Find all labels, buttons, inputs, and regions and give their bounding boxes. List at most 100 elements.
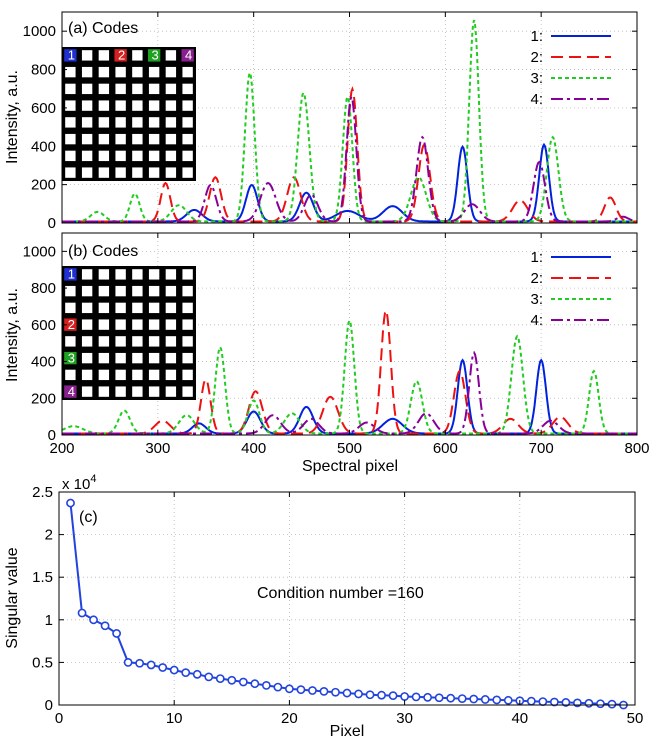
code-square (148, 386, 160, 397)
singular-value-point (503, 695, 513, 705)
code-square (165, 66, 177, 78)
code-square (165, 150, 177, 162)
code-square (115, 150, 126, 162)
singular-value-point (469, 694, 479, 704)
panel-c-title: (c) (79, 509, 98, 526)
y-tick-label: 600 (31, 100, 56, 117)
code-marker-label: 2 (68, 317, 75, 332)
singular-value-point (261, 681, 271, 690)
singular-value-point (77, 608, 87, 618)
code-square (148, 66, 160, 78)
code-square (81, 302, 93, 314)
code-square (65, 336, 76, 347)
legend-label-1: 1: (530, 249, 543, 266)
y-tick-label: 0 (45, 697, 53, 714)
panel-b-xlabel: Spectral pixel (302, 458, 398, 475)
code-square (132, 167, 143, 178)
code-marker-label: 3 (152, 48, 159, 63)
y-tick-label: 400 (31, 354, 56, 371)
singular-value-point (549, 697, 559, 707)
singular-value-point (192, 669, 202, 679)
singular-value-point (342, 688, 352, 698)
singular-value-point (480, 695, 490, 704)
legend-label-4: 4: (530, 312, 543, 329)
code-square (148, 117, 160, 128)
singular-value-point (423, 692, 433, 702)
code-square (81, 66, 93, 78)
singular-value-point (123, 658, 133, 667)
code-square (115, 269, 126, 280)
code-square (115, 386, 126, 397)
code-square (81, 83, 93, 95)
singular-value-point (377, 690, 386, 700)
legend-label-3: 3: (530, 291, 543, 308)
code-square (165, 369, 177, 381)
code-square (65, 302, 76, 314)
code-square (98, 352, 110, 364)
code-marker-2 (64, 318, 77, 331)
singular-value-point (526, 696, 536, 706)
singular-value-point (238, 677, 248, 687)
panel-b-title: (b) Codes (68, 243, 138, 260)
code-square (81, 100, 93, 111)
code-marker-2 (114, 49, 127, 62)
code-marker-label: 1 (68, 48, 75, 63)
singular-value-point (146, 660, 156, 670)
code-square (182, 83, 193, 95)
singular-value-point (446, 693, 456, 703)
y-tick-label: 200 (31, 390, 56, 407)
code-square (182, 369, 193, 381)
y-tick-label: 1000 (23, 23, 56, 40)
code-square (165, 117, 177, 128)
singular-value-point (457, 694, 467, 704)
y-tick-label: 2 (45, 527, 53, 544)
code-square (165, 83, 177, 95)
singular-value-point (538, 697, 548, 706)
y-tick-label: 800 (31, 62, 56, 79)
singular-value-point (204, 672, 214, 682)
code-square (132, 369, 143, 381)
y-tick-label: 1000 (23, 243, 56, 260)
code-square (65, 117, 76, 128)
singular-value-point (388, 691, 398, 701)
code-square (132, 336, 143, 347)
code-square (115, 66, 126, 78)
code-square (98, 285, 110, 297)
y-tick-label: 2.5 (32, 484, 53, 501)
panel-c-ylabel: Singular value (4, 547, 21, 649)
code-square (165, 386, 177, 397)
code-square (165, 100, 177, 111)
code-marker-3 (64, 351, 77, 365)
code-square (132, 133, 143, 145)
code-square (165, 133, 177, 145)
panel-c-x-ticks: 0 10 20 30 40 50 (55, 492, 643, 727)
exponent-label: x 104 (62, 473, 96, 493)
singular-value-point (319, 686, 329, 696)
code-square (132, 150, 143, 162)
singular-value-point (308, 686, 317, 695)
code-marker-4 (64, 385, 77, 398)
x-tick-label: 500 (337, 440, 362, 457)
condition-number-annotation: Condition number =160 (257, 585, 424, 602)
panel-c: 0 0.5 1 1.5 2 2.5 0 10 20 30 40 50 (c) Condition n… (4, 473, 643, 740)
code-square (98, 133, 110, 145)
panel-b-x-ticks: 200 300 400 500 600 700 800 (49, 440, 649, 457)
x-tick-label: 800 (624, 440, 649, 457)
code-square (182, 269, 193, 280)
legend-label-1: 1: (530, 28, 543, 45)
code-square (115, 83, 126, 95)
code-square (165, 50, 177, 61)
code-square (98, 369, 110, 381)
code-square (98, 336, 110, 347)
panel-a-title: (a) Codes (68, 20, 138, 37)
code-square (81, 386, 93, 397)
code-square (115, 352, 126, 364)
code-square (182, 386, 193, 397)
code-marker-1 (64, 268, 77, 281)
code-square (81, 285, 93, 297)
singular-value-point (607, 699, 617, 709)
singular-value-point (89, 615, 98, 625)
code-square (148, 369, 160, 381)
code-marker-label: 3 (68, 350, 75, 365)
singular-value-point (112, 629, 121, 638)
